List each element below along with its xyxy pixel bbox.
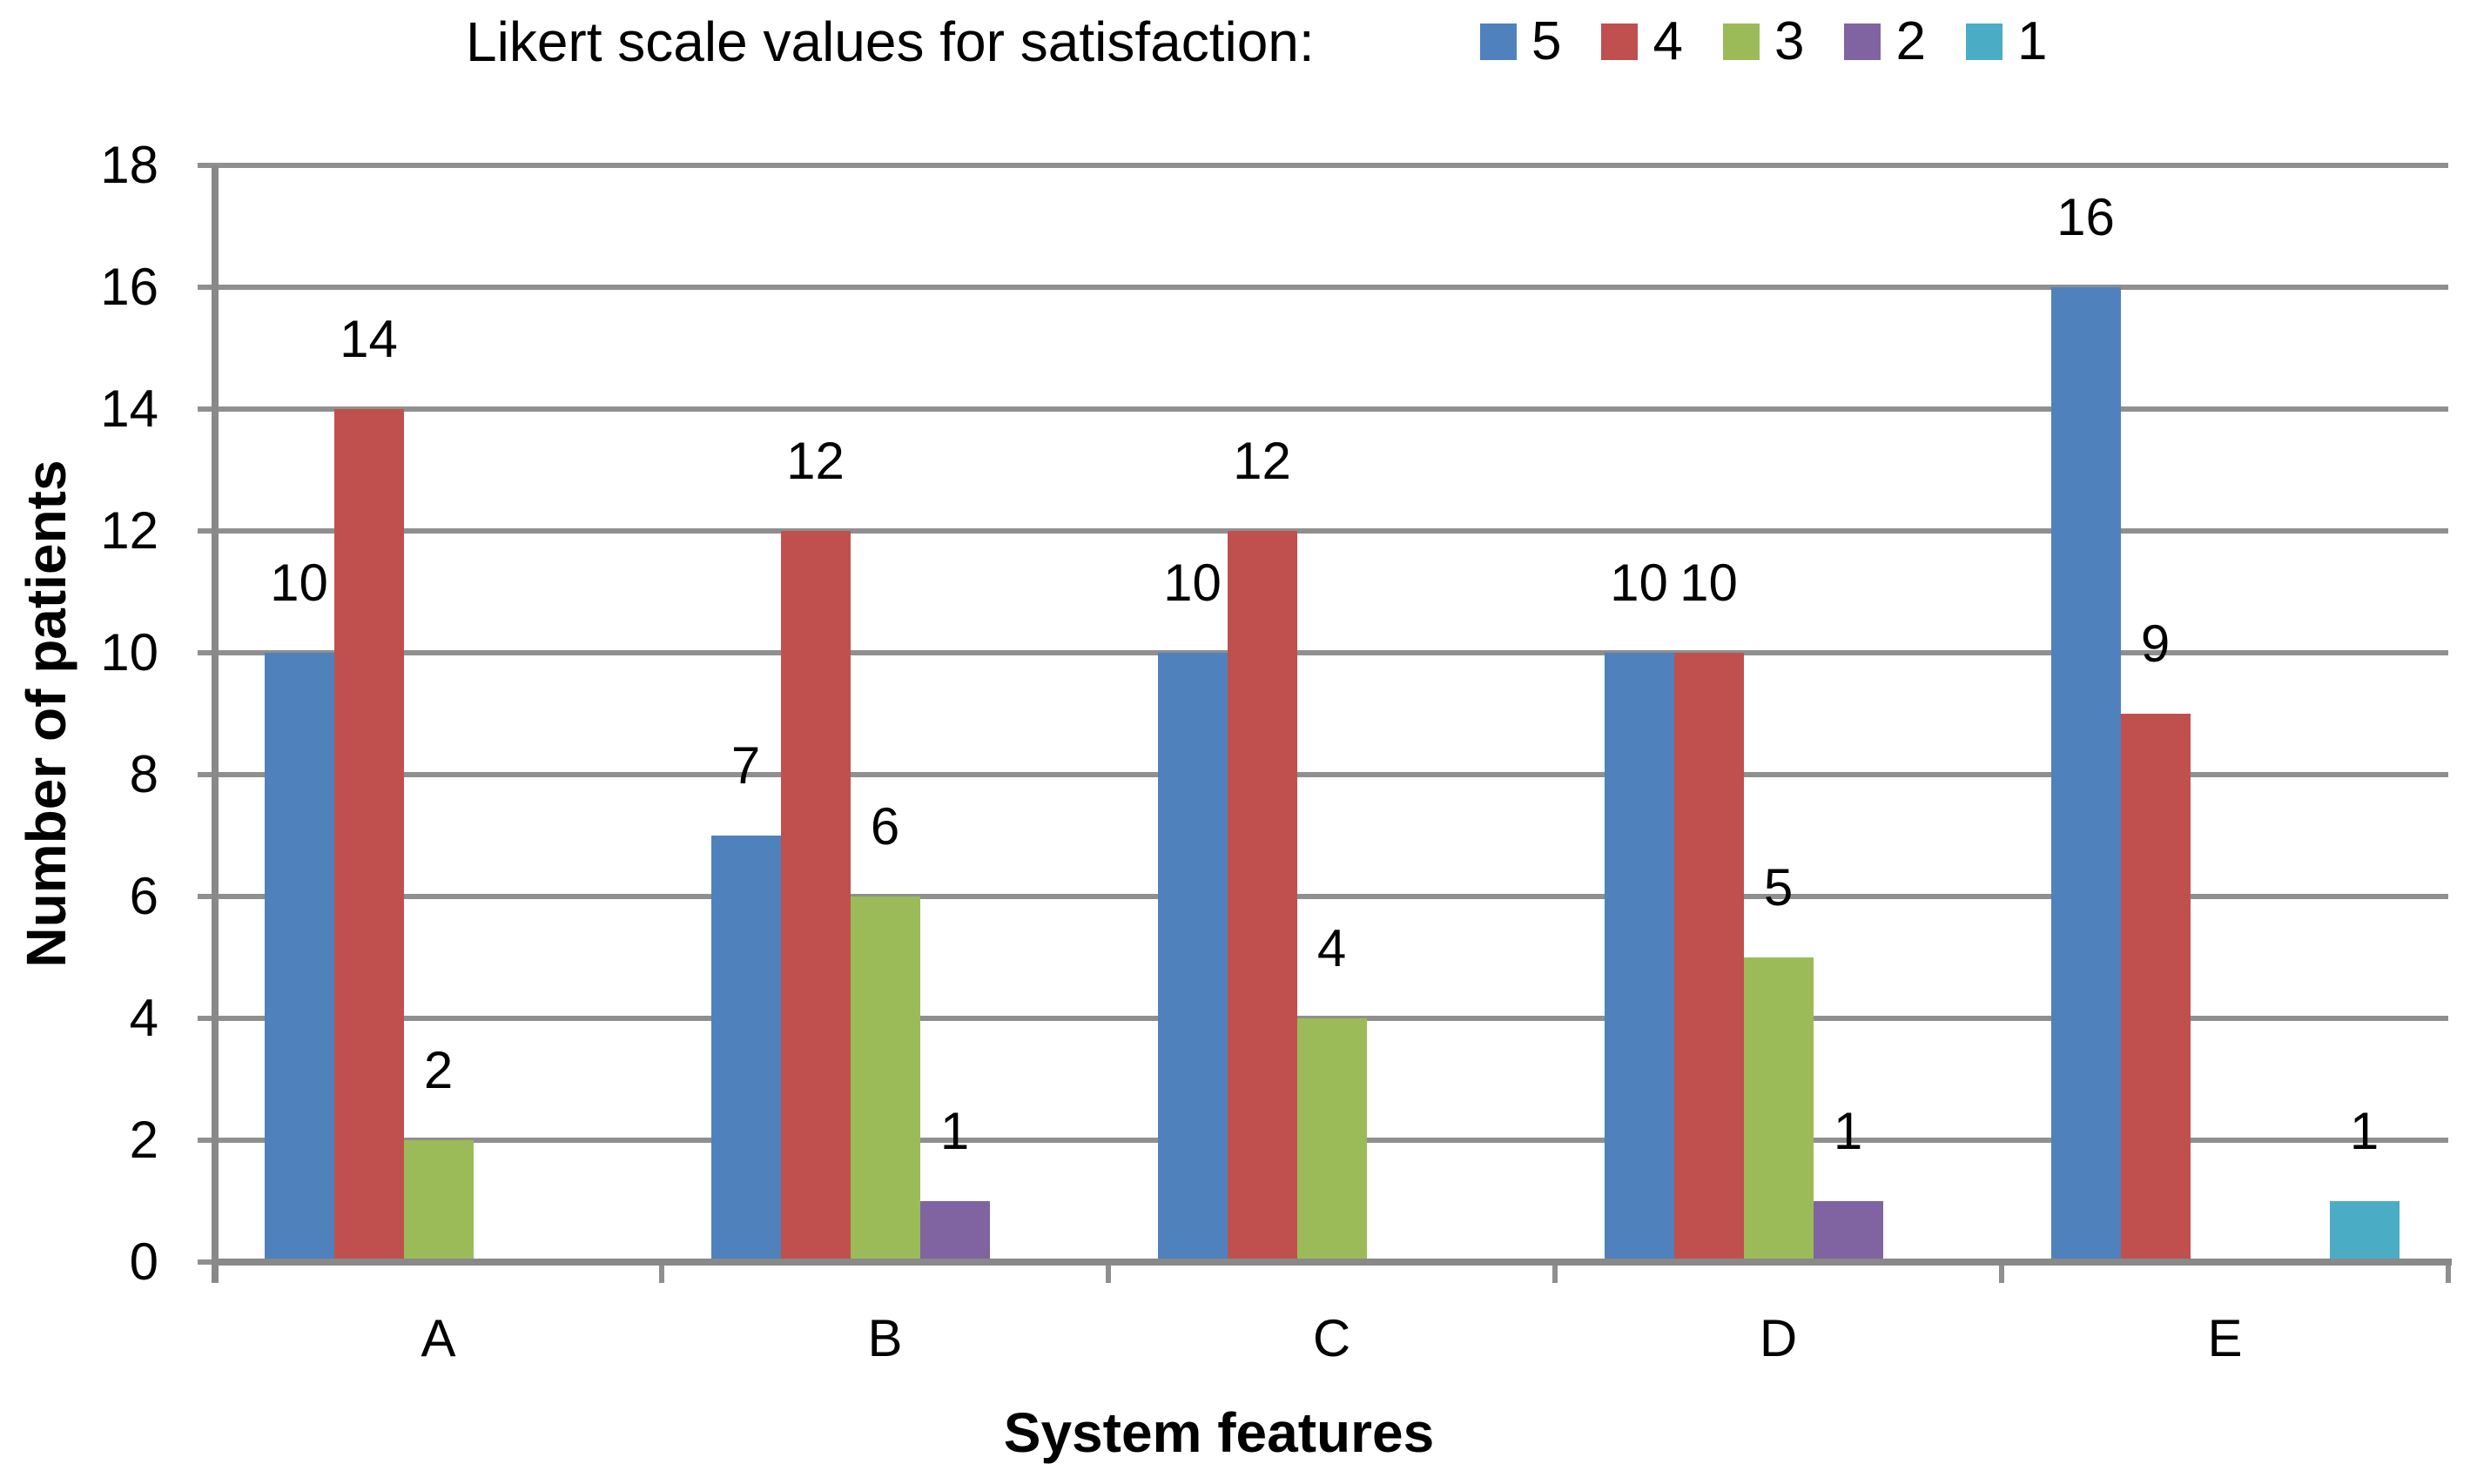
legend-swatch-5 — [1480, 24, 1517, 60]
xtick-mark-5 — [2446, 1262, 2451, 1283]
bar-label-B-series-2: 1 — [939, 1102, 970, 1160]
bar-label-A-series-5: 10 — [270, 554, 328, 612]
ytick-label-4: 4 — [129, 989, 158, 1047]
bar-label-E-series-4: 9 — [2140, 614, 2171, 673]
bar-label-D-series-2: 1 — [1833, 1102, 1863, 1160]
bar-D-series-2 — [1813, 1201, 1883, 1262]
bar-E-series-5 — [2050, 287, 2121, 1262]
bar-label-C-series-5: 10 — [1163, 554, 1222, 612]
legend-label-3: 3 — [1774, 11, 1805, 71]
ytick-mark-18 — [198, 163, 215, 168]
legend-item-2: 2 — [1844, 11, 1926, 71]
bar-E-series-1 — [2329, 1201, 2400, 1262]
legend-swatch-3 — [1722, 24, 1760, 60]
legend-swatch-4 — [1601, 24, 1639, 60]
ytick-label-16: 16 — [100, 258, 158, 316]
y-axis-line — [212, 165, 219, 1283]
ytick-mark-4 — [198, 1016, 215, 1021]
bar-label-B-series-5: 7 — [730, 736, 761, 795]
ytick-mark-12 — [198, 528, 215, 534]
gridline-y-6 — [215, 894, 2448, 899]
legend-label-4: 4 — [1652, 11, 1683, 71]
ytick-mark-10 — [198, 650, 215, 655]
chart-title: Likert scale values for satisfaction: — [466, 10, 1315, 73]
gridline-y-8 — [215, 772, 2448, 777]
legend-label-1: 1 — [2016, 11, 2048, 71]
gridline-y-14 — [215, 406, 2448, 412]
ytick-label-8: 8 — [129, 745, 158, 803]
legend-item-1: 1 — [1965, 11, 2048, 71]
xtick-mark-4 — [1999, 1262, 2004, 1283]
bar-label-C-series-3: 4 — [1316, 919, 1347, 977]
bar-A-series-4 — [333, 409, 404, 1262]
plot-area: 10 14 2 7 12 6 1 10 12 4 10 10 5 1 16 9 1 — [215, 163, 2448, 1262]
legend-label-5: 5 — [1531, 11, 1562, 71]
ytick-label-0: 0 — [129, 1232, 158, 1291]
bar-label-D-series-3: 5 — [1763, 858, 1794, 917]
bar-label-A-series-4: 14 — [340, 310, 398, 368]
x-axis-line — [212, 1259, 2452, 1266]
bar-label-E-series-1: 1 — [2349, 1102, 2379, 1160]
bar-D-series-3 — [1743, 957, 1814, 1262]
bar-label-E-series-5: 16 — [2056, 188, 2115, 246]
legend-item-4: 4 — [1601, 11, 1683, 71]
bar-D-series-4 — [1673, 653, 1744, 1262]
legend-swatch-1 — [1965, 24, 2002, 60]
ytick-label-18: 18 — [100, 136, 158, 194]
legend-item-5: 5 — [1480, 15, 1561, 69]
ytick-mark-2 — [198, 1138, 215, 1143]
gridline-y-18 — [215, 163, 2448, 168]
ytick-mark-14 — [198, 406, 215, 412]
category-label-B: B — [867, 1309, 903, 1367]
legend-item-3: 3 — [1722, 11, 1805, 71]
category-label-E: E — [2207, 1309, 2243, 1367]
bar-label-B-series-4: 12 — [786, 432, 845, 490]
legend-swatch-2 — [1844, 24, 1881, 60]
xtick-mark-1 — [659, 1262, 664, 1283]
bar-A-series-3 — [403, 1140, 474, 1262]
category-label-A: A — [421, 1309, 456, 1367]
bar-B-series-4 — [780, 531, 851, 1262]
x-axis-title: System features — [1003, 1401, 1435, 1464]
bar-D-series-5 — [1604, 653, 1674, 1262]
gridline-y-16 — [215, 285, 2448, 290]
ytick-mark-8 — [198, 772, 215, 777]
ytick-mark-6 — [198, 894, 215, 899]
ytick-label-14: 14 — [100, 379, 158, 438]
bar-C-series-4 — [1227, 531, 1297, 1262]
ytick-label-2: 2 — [129, 1111, 158, 1169]
gridline-y-10 — [215, 650, 2448, 655]
ytick-mark-16 — [198, 285, 215, 290]
bar-B-series-5 — [710, 836, 781, 1262]
bar-label-C-series-4: 12 — [1233, 432, 1291, 490]
ytick-label-12: 12 — [100, 501, 158, 560]
bar-B-series-2 — [919, 1201, 990, 1262]
bar-A-series-5 — [264, 653, 334, 1262]
gridline-y-12 — [215, 528, 2448, 534]
bar-label-A-series-3: 2 — [423, 1041, 454, 1099]
ytick-mark-0 — [198, 1259, 215, 1265]
bar-C-series-5 — [1157, 653, 1228, 1262]
category-label-D: D — [1759, 1309, 1798, 1367]
bar-label-D-series-4: 10 — [1679, 554, 1738, 612]
bar-label-B-series-3: 6 — [870, 797, 900, 856]
bar-label-D-series-5: 10 — [1610, 554, 1668, 612]
legend-label-2: 2 — [1895, 11, 1926, 71]
category-label-C: C — [1312, 1309, 1351, 1367]
xtick-mark-3 — [1552, 1262, 1558, 1283]
xtick-mark-2 — [1106, 1262, 1111, 1283]
bar-B-series-3 — [850, 896, 920, 1262]
bar-E-series-4 — [2120, 714, 2191, 1262]
ytick-label-6: 6 — [129, 867, 158, 925]
legend: 5 4 3 2 1 — [1480, 0, 2087, 84]
bar-C-series-3 — [1296, 1018, 1367, 1262]
ytick-label-10: 10 — [100, 623, 158, 682]
